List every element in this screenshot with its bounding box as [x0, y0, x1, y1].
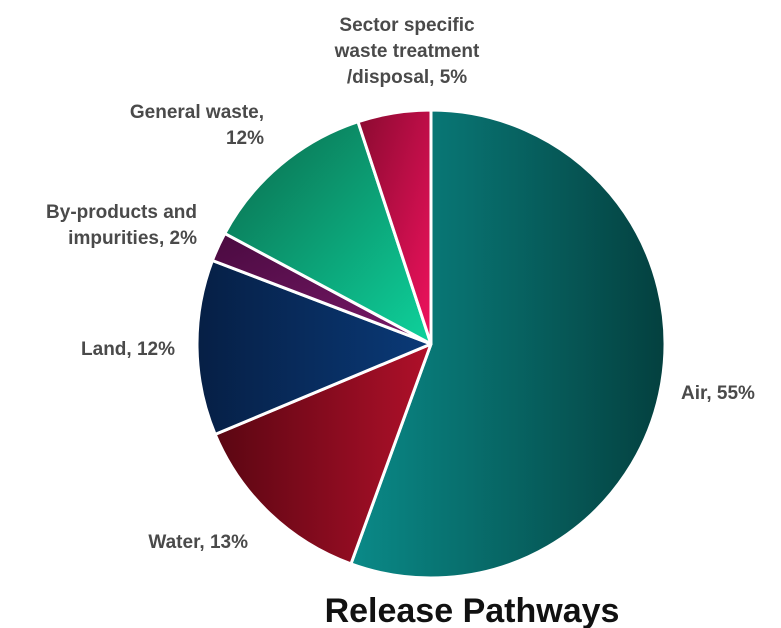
slice-label-line: General waste, — [130, 102, 264, 123]
slice-label-byproducts: By-products and impurities, 2% — [46, 202, 197, 249]
pie-slice-water — [213, 342, 433, 566]
slice-label-line: Land, 12% — [81, 339, 175, 360]
chart-title: Release Pathways — [325, 592, 620, 628]
slice-label-line: Water, 13% — [148, 532, 248, 553]
slice-label-general-waste: General waste, 12% — [130, 102, 264, 149]
pie-slices — [195, 108, 667, 580]
slice-label-sector-waste: Sector specific waste treatment/disposal,… — [334, 15, 480, 88]
pie-slice-general-waste — [223, 120, 433, 346]
pie-labels: Air, 55% Water, 13% Land, 12% By-products a… — [46, 15, 755, 553]
slice-label-air: Air, 55% — [681, 383, 755, 404]
slice-label-line: impurities, 2% — [68, 228, 197, 249]
slice-label-line: /disposal, 5% — [347, 67, 467, 88]
slice-label-water: Water, 13% — [148, 532, 248, 553]
pie-slice-sector-waste — [356, 108, 433, 346]
slice-label-line: waste treatment — [334, 41, 480, 62]
pie-slice-air — [349, 108, 667, 580]
slice-label-line: By-products and — [46, 202, 197, 223]
slice-label-line: Air, 55% — [681, 383, 755, 404]
slice-label-line: Sector specific — [339, 15, 475, 36]
slice-label-land: Land, 12% — [81, 339, 175, 360]
pie-slice-land — [195, 258, 433, 436]
slice-label-line: 12% — [226, 128, 264, 149]
